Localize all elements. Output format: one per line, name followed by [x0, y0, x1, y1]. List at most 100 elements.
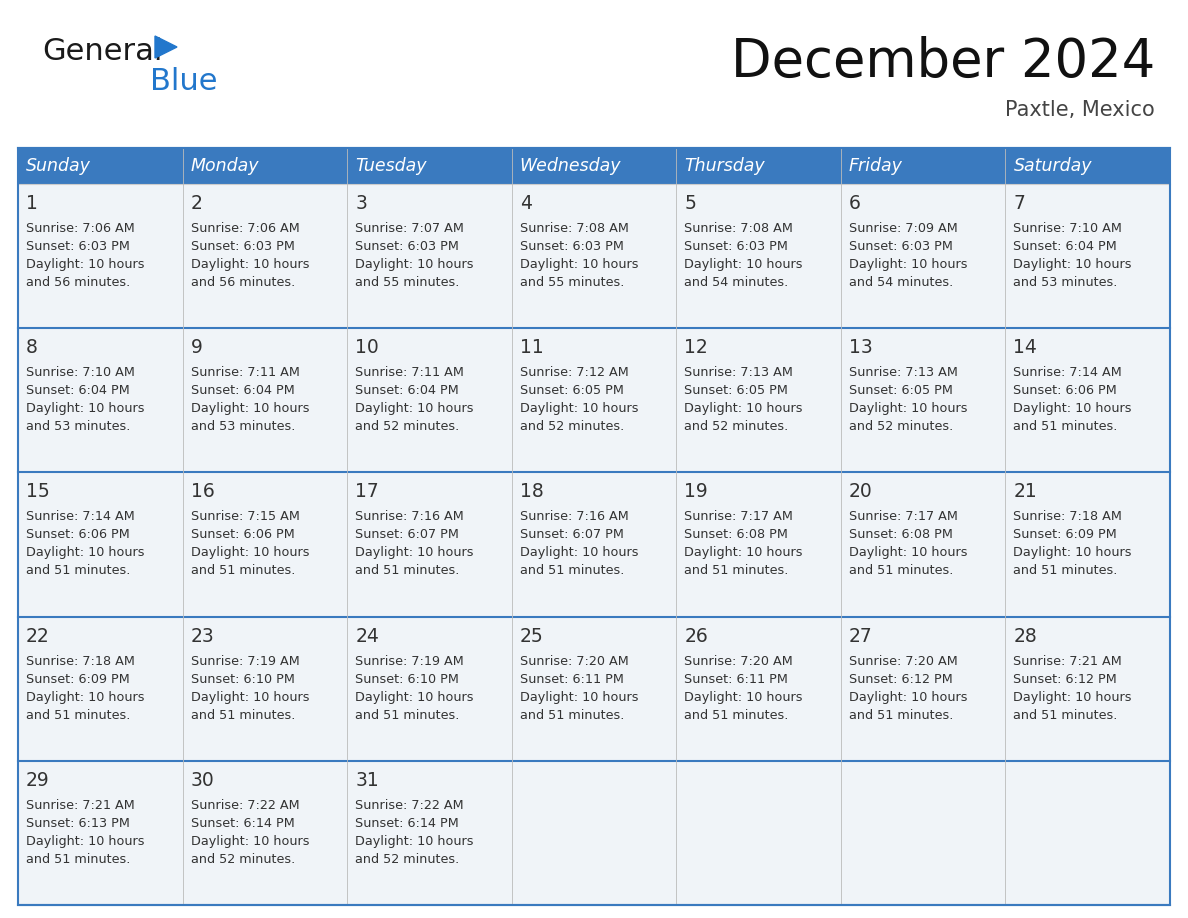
- Text: Tuesday: Tuesday: [355, 157, 426, 175]
- Bar: [841, 329, 1005, 473]
- Text: Sunrise: 7:10 AM
Sunset: 6:04 PM
Daylight: 10 hours
and 53 minutes.: Sunrise: 7:10 AM Sunset: 6:04 PM Dayligh…: [1013, 222, 1132, 289]
- Text: Sunrise: 7:17 AM
Sunset: 6:08 PM
Daylight: 10 hours
and 51 minutes.: Sunrise: 7:17 AM Sunset: 6:08 PM Dayligh…: [849, 510, 967, 577]
- Bar: [676, 473, 841, 617]
- Text: Sunrise: 7:14 AM
Sunset: 6:06 PM
Daylight: 10 hours
and 51 minutes.: Sunrise: 7:14 AM Sunset: 6:06 PM Dayligh…: [26, 510, 145, 577]
- Bar: [1005, 184, 1170, 329]
- Bar: [1005, 329, 1170, 473]
- Text: 14: 14: [1013, 338, 1037, 357]
- Text: Sunrise: 7:08 AM
Sunset: 6:03 PM
Daylight: 10 hours
and 55 minutes.: Sunrise: 7:08 AM Sunset: 6:03 PM Dayligh…: [519, 222, 638, 289]
- Bar: [1005, 473, 1170, 617]
- Text: Sunrise: 7:18 AM
Sunset: 6:09 PM
Daylight: 10 hours
and 51 minutes.: Sunrise: 7:18 AM Sunset: 6:09 PM Dayligh…: [1013, 510, 1132, 577]
- Text: Sunrise: 7:17 AM
Sunset: 6:08 PM
Daylight: 10 hours
and 51 minutes.: Sunrise: 7:17 AM Sunset: 6:08 PM Dayligh…: [684, 510, 803, 577]
- Bar: [183, 184, 347, 329]
- Bar: [512, 148, 676, 184]
- Text: Sunday: Sunday: [26, 157, 90, 175]
- Text: 27: 27: [849, 627, 873, 645]
- Text: 31: 31: [355, 771, 379, 789]
- Bar: [183, 473, 347, 617]
- Text: 8: 8: [26, 338, 38, 357]
- Text: December 2024: December 2024: [731, 36, 1155, 88]
- Text: 26: 26: [684, 627, 708, 645]
- Text: Sunrise: 7:12 AM
Sunset: 6:05 PM
Daylight: 10 hours
and 52 minutes.: Sunrise: 7:12 AM Sunset: 6:05 PM Dayligh…: [519, 366, 638, 433]
- Text: 2: 2: [190, 194, 202, 213]
- Text: 24: 24: [355, 627, 379, 645]
- Bar: [18, 148, 183, 184]
- Text: 12: 12: [684, 338, 708, 357]
- Text: 19: 19: [684, 482, 708, 501]
- Bar: [841, 148, 1005, 184]
- Text: Sunrise: 7:18 AM
Sunset: 6:09 PM
Daylight: 10 hours
and 51 minutes.: Sunrise: 7:18 AM Sunset: 6:09 PM Dayligh…: [26, 655, 145, 722]
- Text: Sunrise: 7:22 AM
Sunset: 6:14 PM
Daylight: 10 hours
and 52 minutes.: Sunrise: 7:22 AM Sunset: 6:14 PM Dayligh…: [355, 799, 474, 866]
- Bar: [183, 617, 347, 761]
- Text: 29: 29: [26, 771, 50, 789]
- Bar: [512, 617, 676, 761]
- Bar: [676, 184, 841, 329]
- Text: Sunrise: 7:13 AM
Sunset: 6:05 PM
Daylight: 10 hours
and 52 minutes.: Sunrise: 7:13 AM Sunset: 6:05 PM Dayligh…: [684, 366, 803, 433]
- Text: Sunrise: 7:22 AM
Sunset: 6:14 PM
Daylight: 10 hours
and 52 minutes.: Sunrise: 7:22 AM Sunset: 6:14 PM Dayligh…: [190, 799, 309, 866]
- Text: 7: 7: [1013, 194, 1025, 213]
- Text: Sunrise: 7:07 AM
Sunset: 6:03 PM
Daylight: 10 hours
and 55 minutes.: Sunrise: 7:07 AM Sunset: 6:03 PM Dayligh…: [355, 222, 474, 289]
- Text: Monday: Monday: [190, 157, 259, 175]
- Text: Sunrise: 7:11 AM
Sunset: 6:04 PM
Daylight: 10 hours
and 53 minutes.: Sunrise: 7:11 AM Sunset: 6:04 PM Dayligh…: [190, 366, 309, 433]
- Bar: [183, 329, 347, 473]
- Text: Sunrise: 7:20 AM
Sunset: 6:11 PM
Daylight: 10 hours
and 51 minutes.: Sunrise: 7:20 AM Sunset: 6:11 PM Dayligh…: [684, 655, 803, 722]
- Text: 10: 10: [355, 338, 379, 357]
- Bar: [18, 184, 183, 329]
- Text: Sunrise: 7:10 AM
Sunset: 6:04 PM
Daylight: 10 hours
and 53 minutes.: Sunrise: 7:10 AM Sunset: 6:04 PM Dayligh…: [26, 366, 145, 433]
- Bar: [347, 184, 512, 329]
- Bar: [676, 329, 841, 473]
- Text: Paxtle, Mexico: Paxtle, Mexico: [1005, 100, 1155, 120]
- Text: 1: 1: [26, 194, 38, 213]
- Text: 25: 25: [519, 627, 543, 645]
- Text: Sunrise: 7:20 AM
Sunset: 6:12 PM
Daylight: 10 hours
and 51 minutes.: Sunrise: 7:20 AM Sunset: 6:12 PM Dayligh…: [849, 655, 967, 722]
- Bar: [347, 617, 512, 761]
- Bar: [841, 473, 1005, 617]
- Text: 20: 20: [849, 482, 873, 501]
- Text: 15: 15: [26, 482, 50, 501]
- Bar: [1005, 148, 1170, 184]
- Text: Sunrise: 7:19 AM
Sunset: 6:10 PM
Daylight: 10 hours
and 51 minutes.: Sunrise: 7:19 AM Sunset: 6:10 PM Dayligh…: [355, 655, 474, 722]
- Text: 3: 3: [355, 194, 367, 213]
- Text: Sunrise: 7:15 AM
Sunset: 6:06 PM
Daylight: 10 hours
and 51 minutes.: Sunrise: 7:15 AM Sunset: 6:06 PM Dayligh…: [190, 510, 309, 577]
- Text: 21: 21: [1013, 482, 1037, 501]
- Bar: [347, 329, 512, 473]
- Text: 6: 6: [849, 194, 861, 213]
- Bar: [676, 761, 841, 905]
- Polygon shape: [154, 36, 177, 58]
- Text: Sunrise: 7:08 AM
Sunset: 6:03 PM
Daylight: 10 hours
and 54 minutes.: Sunrise: 7:08 AM Sunset: 6:03 PM Dayligh…: [684, 222, 803, 289]
- Bar: [18, 473, 183, 617]
- Text: 17: 17: [355, 482, 379, 501]
- Bar: [183, 761, 347, 905]
- Text: Sunrise: 7:16 AM
Sunset: 6:07 PM
Daylight: 10 hours
and 51 minutes.: Sunrise: 7:16 AM Sunset: 6:07 PM Dayligh…: [355, 510, 474, 577]
- Text: Sunrise: 7:20 AM
Sunset: 6:11 PM
Daylight: 10 hours
and 51 minutes.: Sunrise: 7:20 AM Sunset: 6:11 PM Dayligh…: [519, 655, 638, 722]
- Text: 28: 28: [1013, 627, 1037, 645]
- Bar: [183, 148, 347, 184]
- Bar: [347, 473, 512, 617]
- Text: 18: 18: [519, 482, 543, 501]
- Text: Sunrise: 7:06 AM
Sunset: 6:03 PM
Daylight: 10 hours
and 56 minutes.: Sunrise: 7:06 AM Sunset: 6:03 PM Dayligh…: [26, 222, 145, 289]
- Text: 30: 30: [190, 771, 214, 789]
- Bar: [347, 148, 512, 184]
- Text: General: General: [42, 38, 163, 66]
- Text: Sunrise: 7:14 AM
Sunset: 6:06 PM
Daylight: 10 hours
and 51 minutes.: Sunrise: 7:14 AM Sunset: 6:06 PM Dayligh…: [1013, 366, 1132, 433]
- Text: Blue: Blue: [150, 68, 217, 96]
- Text: Sunrise: 7:19 AM
Sunset: 6:10 PM
Daylight: 10 hours
and 51 minutes.: Sunrise: 7:19 AM Sunset: 6:10 PM Dayligh…: [190, 655, 309, 722]
- Bar: [18, 329, 183, 473]
- Text: Thursday: Thursday: [684, 157, 765, 175]
- Text: 22: 22: [26, 627, 50, 645]
- Text: Sunrise: 7:11 AM
Sunset: 6:04 PM
Daylight: 10 hours
and 52 minutes.: Sunrise: 7:11 AM Sunset: 6:04 PM Dayligh…: [355, 366, 474, 433]
- Text: Friday: Friday: [849, 157, 903, 175]
- Bar: [18, 148, 1170, 905]
- Bar: [512, 329, 676, 473]
- Bar: [676, 148, 841, 184]
- Bar: [347, 761, 512, 905]
- Bar: [512, 761, 676, 905]
- Text: Wednesday: Wednesday: [519, 157, 621, 175]
- Text: 13: 13: [849, 338, 873, 357]
- Bar: [841, 184, 1005, 329]
- Text: 16: 16: [190, 482, 214, 501]
- Text: 23: 23: [190, 627, 214, 645]
- Text: 11: 11: [519, 338, 543, 357]
- Bar: [18, 617, 183, 761]
- Text: Saturday: Saturday: [1013, 157, 1092, 175]
